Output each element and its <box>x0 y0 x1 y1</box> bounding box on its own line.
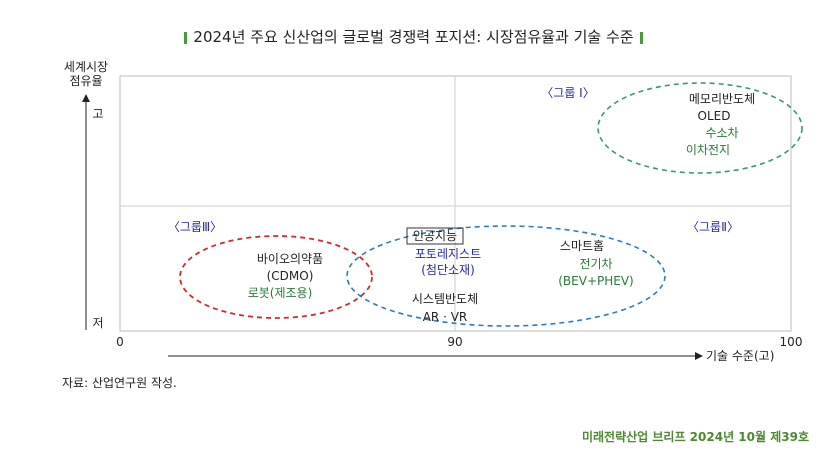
industry-label-9: 스마트홈 <box>560 239 604 253</box>
industry-label-10: 전기차 <box>579 257 612 271</box>
industry-label-12: 바이오의약품 <box>257 251 323 266</box>
industry-label-1: OLED <box>698 109 731 123</box>
industry-label-box-4 <box>406 227 464 245</box>
title-right-bar <box>639 31 643 44</box>
industry-label-11: (BEV+PHEV) <box>558 274 634 288</box>
industry-label-14: 로봇(제조용) <box>248 286 313 300</box>
y-tick-high: 고 <box>92 107 103 121</box>
group3-ellipse <box>179 235 373 319</box>
x-tick-labels: 0 90 100 <box>116 335 802 349</box>
group2-label: 〈그룹Ⅱ〉 <box>687 220 739 234</box>
industry-label-0: 메모리반도체 <box>689 92 755 106</box>
x-axis-arrow-head <box>695 352 703 360</box>
group1-label: 〈그룹 Ⅰ〉 <box>541 86 594 100</box>
group1-ellipse <box>597 82 803 174</box>
x-tick-0: 0 <box>116 335 124 349</box>
x-tick-90: 90 <box>447 335 462 349</box>
x-axis-label: 기술 수준(고) <box>706 349 774 363</box>
industry-label-3: 이차전지 <box>686 143 730 157</box>
group3-label: 〈그룹Ⅲ〉 <box>168 220 222 234</box>
industry-label-8: AR · VR <box>423 310 468 324</box>
industry-label-4: 인공지능 <box>413 229 457 243</box>
industry-label-6: (첨단소재) <box>421 263 475 277</box>
source-note: 자료: 산업연구원 작성. <box>62 376 177 390</box>
y-tick-low: 저 <box>92 316 103 330</box>
y-axis-label-line1: 세계시장 <box>64 60 108 74</box>
x-tick-100: 100 <box>780 335 803 349</box>
chart-title-row: 2024년 주요 신산업의 글로벌 경쟁력 포지션: 시장점유율과 기술 수준 <box>0 26 827 47</box>
industry-label-5: 포토레지스트 <box>415 247 481 261</box>
group2-ellipse <box>346 225 666 327</box>
industry-label-7: 시스템반도체 <box>412 292 478 306</box>
y-axis-arrow-head <box>82 94 90 102</box>
footer-publication: 미래전략산업 브리프 2024년 10월 제39호 <box>581 430 809 444</box>
industry-label-13: (CDMO) <box>267 269 314 283</box>
industry-label-2: 수소차 <box>705 126 738 140</box>
chart-title: 2024년 주요 신산업의 글로벌 경쟁력 포지션: 시장점유율과 기술 수준 <box>193 28 634 46</box>
y-axis-label-line2: 점유율 <box>69 74 102 88</box>
title-left-bar <box>184 31 188 44</box>
